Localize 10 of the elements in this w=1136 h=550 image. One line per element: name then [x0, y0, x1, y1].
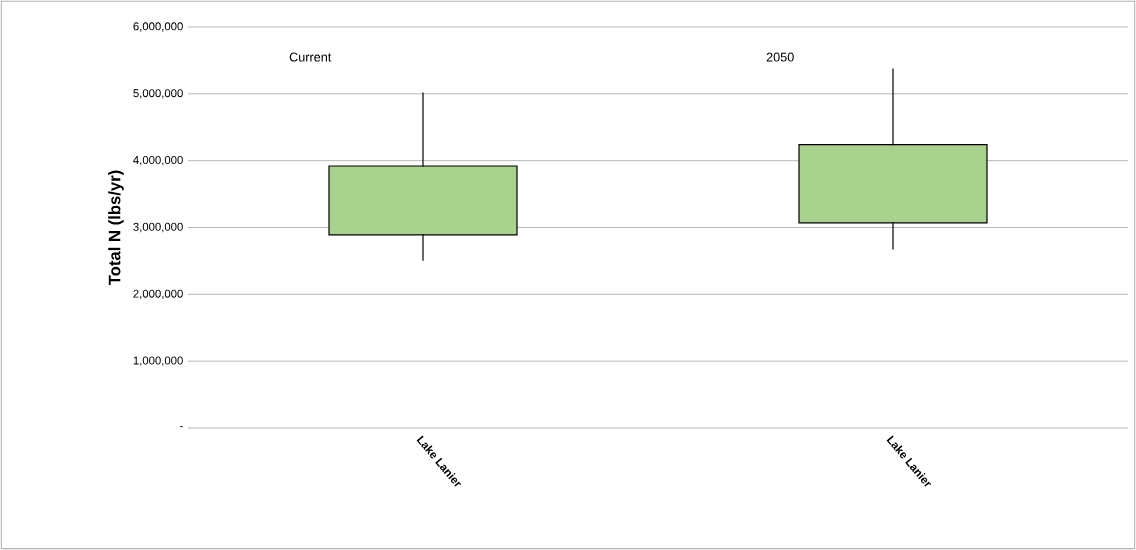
y-tick-label: - [180, 426, 183, 428]
y-tick-label: 5,000,000 [133, 89, 183, 99]
annotation: 2050 [766, 52, 794, 62]
y-tick-label: 6,000,000 [133, 22, 183, 32]
y-tick-label: 2,000,000 [133, 289, 183, 299]
y-tick-label: 3,000,000 [133, 222, 183, 233]
y-tick-label: 4,000,000 [133, 155, 183, 166]
y-axis-title: Total N (lbs/yr) [108, 170, 124, 286]
y-tick-label: 1,000,000 [133, 356, 183, 366]
annotation: Current [289, 52, 332, 62]
